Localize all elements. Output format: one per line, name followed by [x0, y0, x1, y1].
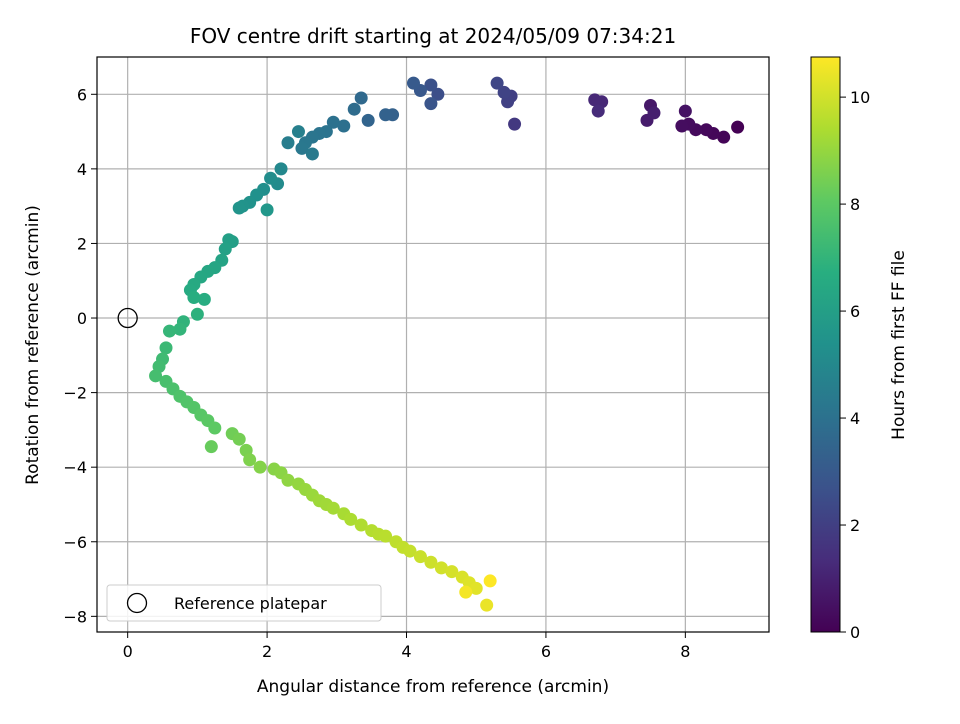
- data-point: [232, 432, 246, 446]
- colorbar-ticks: 0 2 4 6 8 10: [840, 88, 870, 642]
- data-point: [173, 322, 187, 336]
- legend-label: Reference platepar: [174, 594, 327, 613]
- data-point: [717, 130, 731, 144]
- data-point: [591, 104, 605, 118]
- data-point: [281, 136, 295, 150]
- x-tick-label: 4: [401, 642, 411, 661]
- data-point: [434, 561, 448, 575]
- y-axis-label: Rotation from reference (arcmin): [23, 205, 43, 485]
- colorbar-label: Hours from first FF file: [889, 250, 909, 440]
- data-point: [699, 123, 713, 137]
- colorbar-tick-label: 4: [850, 409, 860, 428]
- data-point: [305, 147, 319, 161]
- data-point: [445, 565, 459, 579]
- y-tick-label: −6: [63, 533, 87, 552]
- y-tick-label: 0: [77, 309, 87, 328]
- reference-platepar-marker: [117, 307, 138, 329]
- data-point: [281, 473, 295, 487]
- data-point: [253, 460, 267, 474]
- colorbar-tick-label: 0: [850, 623, 860, 642]
- colorbar-tick-label: 8: [850, 195, 860, 214]
- colorbar-tick-label: 10: [850, 88, 870, 107]
- data-point: [162, 324, 176, 338]
- data-point: [295, 141, 309, 155]
- data-point: [187, 291, 201, 305]
- data-point: [431, 87, 445, 101]
- legend-box: [106, 584, 382, 622]
- data-point: [497, 85, 511, 99]
- x-tick-label: 2: [262, 642, 272, 661]
- data-point: [149, 369, 163, 383]
- data-point: [354, 518, 368, 532]
- data-point: [379, 108, 393, 122]
- data-point: [361, 113, 375, 127]
- x-tick-label: 6: [541, 642, 551, 661]
- data-point: [675, 119, 689, 133]
- data-point: [424, 78, 438, 92]
- y-tick-label: 6: [77, 85, 87, 104]
- data-point: [291, 125, 305, 139]
- grid-lines: [97, 57, 769, 632]
- data-point: [469, 581, 483, 595]
- data-point: [243, 453, 257, 467]
- data-point: [260, 203, 274, 217]
- data-point: [588, 93, 602, 107]
- data-point: [159, 341, 173, 355]
- y-tick-label: 4: [77, 160, 87, 179]
- plot-frame: [96, 56, 770, 633]
- data-point: [326, 115, 340, 129]
- data-point: [197, 292, 211, 306]
- y-tick-label: −8: [63, 607, 87, 626]
- data-point: [274, 162, 288, 176]
- data-point: [344, 512, 358, 526]
- data-point: [508, 117, 522, 131]
- legend: Reference platepar: [106, 584, 382, 622]
- data-point: [208, 421, 222, 435]
- y-axis-ticks: 6 4 2 0 −2 −4 −6 −8: [63, 85, 97, 626]
- data-point: [490, 76, 504, 90]
- data-point: [424, 555, 438, 569]
- data-point: [424, 97, 438, 111]
- data-point: [483, 574, 497, 588]
- data-point: [218, 242, 232, 256]
- data-point: [190, 307, 204, 321]
- data-point: [232, 201, 246, 215]
- data-point: [337, 119, 351, 133]
- data-points: [149, 76, 745, 612]
- chart-title: FOV centre drift starting at 2024/05/09 …: [190, 24, 676, 48]
- data-point: [406, 76, 420, 90]
- reference-marker-layer: [117, 307, 138, 329]
- data-point: [731, 120, 745, 134]
- legend-marker: [126, 592, 148, 614]
- x-axis-ticks: 0 2 4 6 8: [123, 632, 690, 661]
- x-tick-label: 8: [680, 642, 690, 661]
- data-point: [354, 91, 368, 105]
- colorbar: [810, 56, 841, 633]
- data-point: [413, 550, 427, 564]
- data-point: [678, 104, 692, 118]
- y-tick-label: 2: [77, 234, 87, 253]
- y-tick-label: −2: [63, 384, 87, 403]
- data-point: [264, 171, 278, 185]
- data-point: [326, 501, 340, 515]
- data-point: [379, 529, 393, 543]
- data-point: [204, 440, 218, 454]
- colorbar-tick-label: 6: [850, 302, 860, 321]
- data-point: [347, 102, 361, 116]
- data-point: [403, 544, 417, 558]
- data-point: [459, 585, 473, 599]
- x-axis-label: Angular distance from reference (arcmin): [257, 677, 609, 697]
- x-tick-label: 0: [123, 642, 133, 661]
- data-point: [647, 106, 661, 120]
- y-tick-label: −4: [63, 458, 87, 477]
- colorbar-tick-label: 2: [850, 516, 860, 535]
- data-point: [480, 598, 494, 612]
